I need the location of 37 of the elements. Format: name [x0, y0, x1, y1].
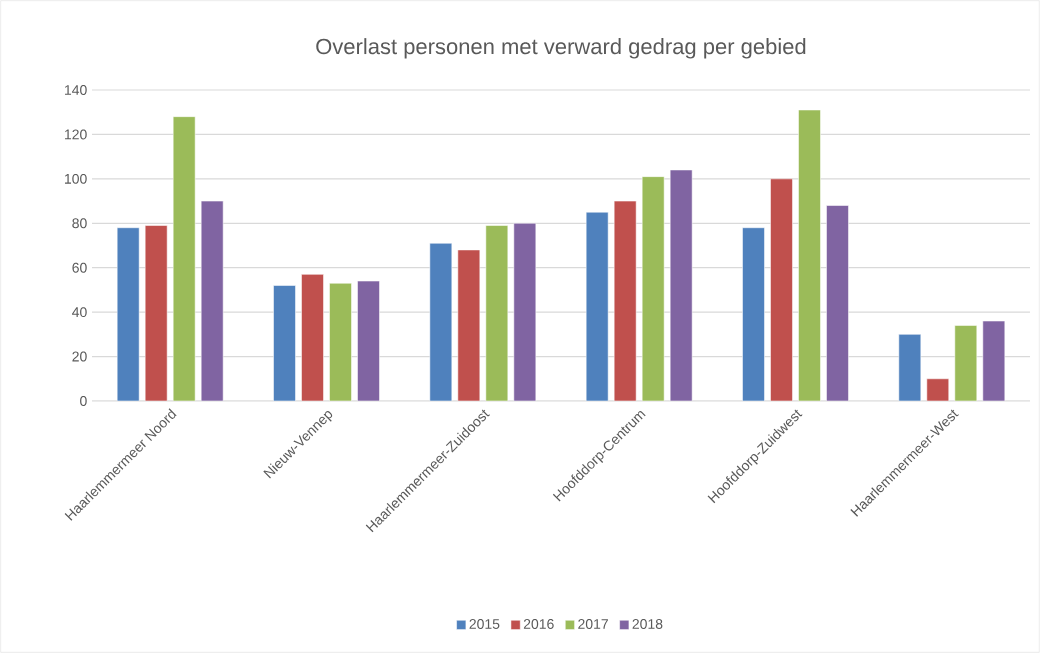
y-tick-label: 40 [72, 307, 87, 318]
y-tick-label: 120 [65, 129, 87, 140]
bar [898, 334, 922, 401]
bar [172, 116, 196, 401]
y-tick-label: 140 [65, 85, 87, 95]
bar [329, 282, 352, 401]
bar [144, 225, 168, 401]
bar [457, 249, 481, 401]
bar [357, 280, 380, 401]
y-tick-label: 60 [72, 262, 87, 273]
bar [273, 285, 296, 401]
bar [798, 109, 821, 401]
bar [429, 243, 453, 401]
bar [826, 205, 849, 401]
bar [485, 225, 509, 401]
bar [982, 320, 1006, 401]
bar [926, 378, 950, 401]
y-tick-label: 0 [80, 396, 87, 406]
bar [742, 227, 765, 401]
bar [954, 325, 978, 401]
y-tick-label: 80 [72, 218, 87, 229]
chart-title: Overlast personen met verward gedrag per gebied [316, 38, 806, 59]
legend-label: 2017 [578, 619, 608, 629]
legend-label: 2016 [523, 619, 554, 629]
legend-label: 2018 [632, 619, 663, 629]
y-tick-label: 100 [65, 173, 87, 184]
bar [301, 274, 324, 401]
bar [669, 169, 693, 401]
bar [513, 223, 537, 401]
bar [770, 178, 793, 401]
bar [200, 200, 224, 401]
legend-label: 2015 [469, 619, 500, 629]
y-tick-label: 20 [72, 351, 87, 362]
bar [585, 211, 609, 401]
bar [641, 176, 665, 401]
bar [613, 200, 637, 401]
bar [116, 227, 140, 401]
